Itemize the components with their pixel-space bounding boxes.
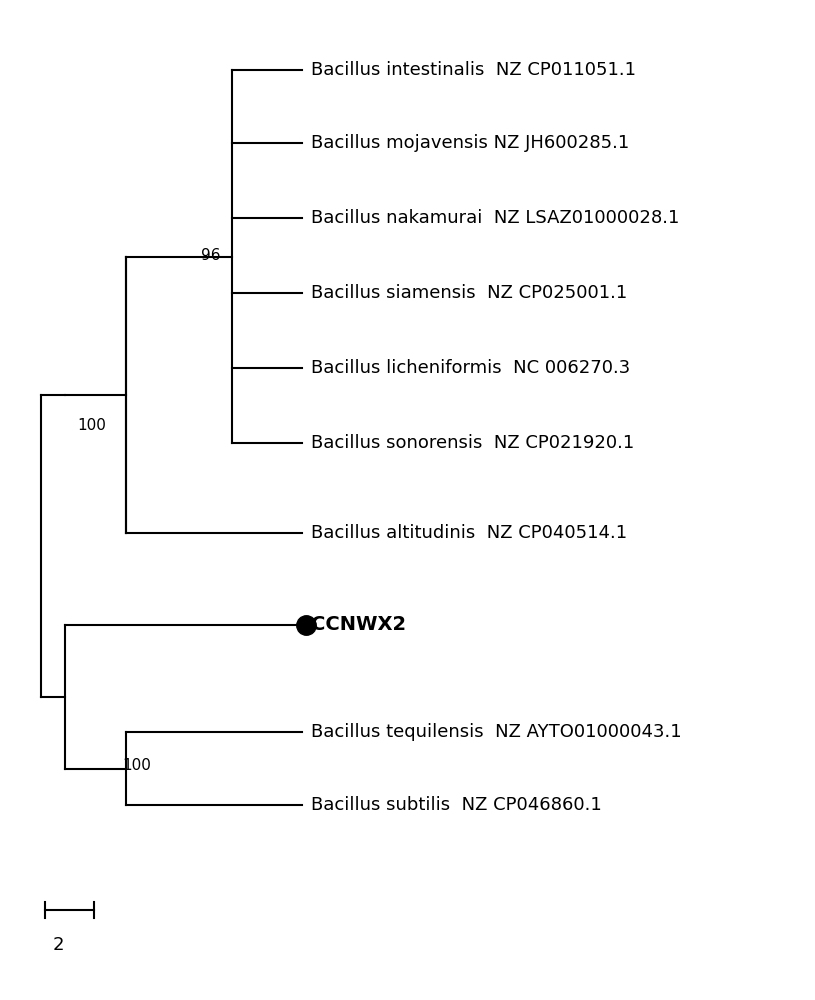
Text: Bacillus siamensis  NZ CP025001.1: Bacillus siamensis NZ CP025001.1 [311,284,628,302]
Text: 96: 96 [200,247,220,262]
Text: Bacillus licheniformis  NC 006270.3: Bacillus licheniformis NC 006270.3 [311,359,631,377]
Text: Bacillus mojavensis NZ JH600285.1: Bacillus mojavensis NZ JH600285.1 [311,134,629,152]
Text: Bacillus intestinalis  NZ CP011051.1: Bacillus intestinalis NZ CP011051.1 [311,61,637,79]
Text: 100: 100 [122,758,151,772]
Text: CCNWX2: CCNWX2 [311,615,407,635]
Text: 100: 100 [77,418,106,432]
Text: Bacillus altitudinis  NZ CP040514.1: Bacillus altitudinis NZ CP040514.1 [311,524,628,542]
Text: Bacillus sonorensis  NZ CP021920.1: Bacillus sonorensis NZ CP021920.1 [311,434,635,452]
Text: Bacillus nakamurai  NZ LSAZ01000028.1: Bacillus nakamurai NZ LSAZ01000028.1 [311,209,680,227]
Text: Bacillus subtilis  NZ CP046860.1: Bacillus subtilis NZ CP046860.1 [311,796,602,814]
Text: Bacillus tequilensis  NZ AYTO01000043.1: Bacillus tequilensis NZ AYTO01000043.1 [311,723,682,741]
Text: 2: 2 [53,936,64,954]
